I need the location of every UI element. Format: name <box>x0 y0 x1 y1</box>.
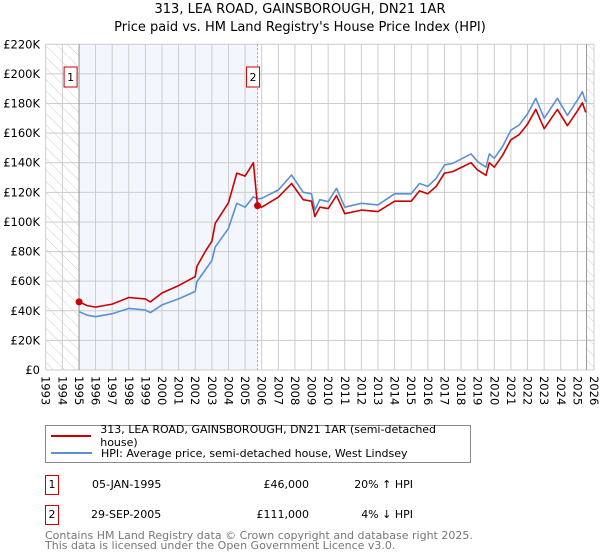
sale-point-2 <box>254 202 262 210</box>
legend-item-property: 313, LEA ROAD, GAINSBOROUGH, DN21 1AR (s… <box>46 423 470 449</box>
y-tick-label: £220K <box>3 37 40 51</box>
y-tick-label: £60K <box>11 274 41 288</box>
x-tick-label: 1996 <box>89 376 103 405</box>
y-tick-label: £20K <box>11 333 41 347</box>
sale-point-1 <box>75 298 83 306</box>
x-tick-label: 2010 <box>321 376 335 405</box>
sale-label-2: 2 <box>250 71 257 84</box>
y-tick-label: £80K <box>11 245 41 259</box>
x-tick-label: 2007 <box>271 376 285 405</box>
property-series-line <box>78 102 587 308</box>
x-tick-label: 2000 <box>155 376 169 405</box>
y-tick-label: £100K <box>3 215 40 229</box>
x-tick-label: 1993 <box>39 376 53 405</box>
x-tick-label: 2011 <box>338 376 352 405</box>
x-tick-label: 2016 <box>421 376 435 405</box>
x-tick-label: 2023 <box>537 376 551 405</box>
x-tick-label: 2005 <box>238 376 252 405</box>
sale-label-box-1 <box>63 66 78 88</box>
x-tick-label: 2001 <box>172 376 186 405</box>
x-tick-label: 1999 <box>138 376 152 405</box>
sale-date: 05-JAN-1995 <box>92 478 162 491</box>
x-tick-label: 1995 <box>72 376 86 405</box>
x-tick-label: 2020 <box>487 376 501 405</box>
x-tick-label: 2024 <box>554 376 568 405</box>
sale-label-1: 1 <box>67 71 74 84</box>
x-tick-label: 2018 <box>454 376 468 405</box>
x-tick-label: 2026 <box>587 376 600 405</box>
legend-swatch-red <box>51 435 92 437</box>
footer-line-2: This data is licensed under the Open Gov… <box>45 539 396 552</box>
y-tick-label: £120K <box>3 185 40 199</box>
y-tick-label: £200K <box>3 67 40 81</box>
x-tick-label: 2002 <box>188 376 202 405</box>
sale-period-shade <box>79 44 258 371</box>
sale-row-2: 2 29-SEP-2005 £111,000 4% ↓ HPI <box>45 505 465 525</box>
legend-label-hpi: HPI: Average price, semi-detached house,… <box>101 446 408 460</box>
x-tick-label: 2013 <box>371 376 385 405</box>
chart-title: 313, LEA ROAD, GAINSBOROUGH, DN21 1AR <box>154 2 446 17</box>
x-tick-label: 2014 <box>388 376 402 405</box>
x-tick-label: 1998 <box>122 376 136 405</box>
footer: Contains HM Land Registry data © Crown c… <box>45 529 473 552</box>
x-tick-label: 2003 <box>205 376 219 405</box>
x-tick-label: 1994 <box>55 376 69 405</box>
x-tick-label: 2022 <box>521 376 535 405</box>
x-tick-label: 2012 <box>354 376 368 405</box>
x-tick-label: 2006 <box>255 376 269 405</box>
x-tick-label: 2021 <box>504 376 518 405</box>
x-tick-label: 2004 <box>221 376 235 405</box>
sale-hpi-diff: 20% ↑ HPI <box>354 478 413 491</box>
sale-hpi-diff: 4% ↓ HPI <box>361 508 413 521</box>
chart-subtitle: Price paid vs. HM Land Registry's House … <box>114 20 486 35</box>
legend: 313, LEA ROAD, GAINSBOROUGH, DN21 1AR (s… <box>45 423 471 463</box>
sale-badge: 1 <box>45 475 59 495</box>
x-tick-label: 2008 <box>288 376 302 405</box>
legend-swatch-blue <box>51 452 92 454</box>
x-tick-label: 2015 <box>404 376 418 405</box>
sale-date: 29-SEP-2005 <box>91 508 162 521</box>
footer-line-1: Contains HM Land Registry data © Crown c… <box>45 529 473 542</box>
sale-price: £46,000 <box>263 478 310 491</box>
legend-label-property: 313, LEA ROAD, GAINSBOROUGH, DN21 1AR (s… <box>100 423 437 449</box>
y-tick-label: £40K <box>11 304 41 318</box>
legend-item-hpi: HPI: Average price, semi-detached house,… <box>46 445 408 461</box>
x-tick-label: 2017 <box>437 376 451 405</box>
x-tick-label: 2025 <box>570 376 584 405</box>
x-tick-label: 1997 <box>105 376 119 405</box>
hpi-series-line <box>78 90 587 318</box>
hatched-region-after <box>586 44 594 371</box>
y-tick-label: £140K <box>3 156 40 170</box>
y-tick-label: £180K <box>3 97 40 111</box>
x-tick-label: 2019 <box>471 376 485 405</box>
plot-area: 1993 1994 1995 1996 1997 1998 1999 2000 2001 2002… <box>3 37 600 405</box>
sale-row-1: 1 05-JAN-1995 £46,000 20% ↑ HPI <box>45 475 465 495</box>
sale-badge: 2 <box>45 505 59 525</box>
x-tick-label: 2009 <box>305 376 319 405</box>
sale-label-box-2 <box>246 66 261 88</box>
sale-price: £111,000 <box>256 508 310 521</box>
y-tick-label: £0 <box>25 363 40 377</box>
y-tick-label: £160K <box>3 126 40 140</box>
